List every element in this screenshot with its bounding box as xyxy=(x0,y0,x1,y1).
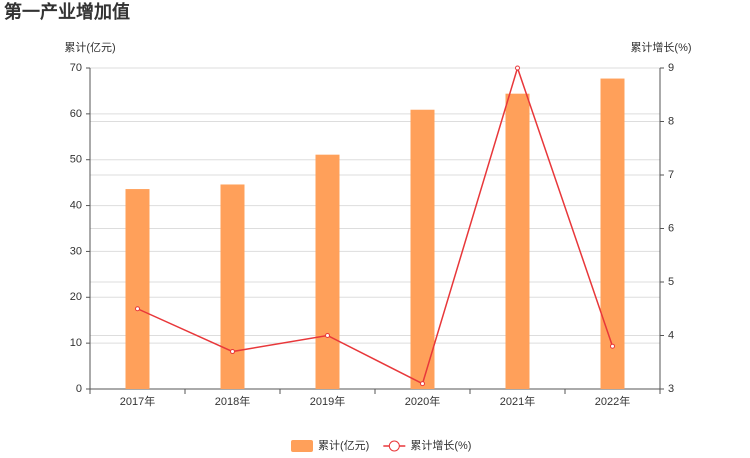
legend-label: 累计(亿元) xyxy=(318,439,369,452)
y-tick-label: 50 xyxy=(70,154,82,166)
y-tick-label: 40 xyxy=(70,199,82,211)
y-tick-label: 20 xyxy=(70,291,82,303)
line-point xyxy=(325,333,330,338)
y2-tick-label: 4 xyxy=(668,329,674,341)
y2-tick-label: 7 xyxy=(668,169,674,181)
bar xyxy=(125,189,150,389)
y2-tick-label: 8 xyxy=(668,115,674,127)
y2-tick-label: 9 xyxy=(668,62,674,74)
x-tick-label: 2022年 xyxy=(595,394,630,408)
y2-tick-label: 5 xyxy=(668,276,674,288)
y2-tick-label: 6 xyxy=(668,222,674,234)
line xyxy=(137,65,614,385)
y-tick-label: 0 xyxy=(76,383,82,395)
x-tick-label: 2018年 xyxy=(215,394,250,408)
x-tick-label: 2019年 xyxy=(310,394,345,408)
x-tick-label: 2020年 xyxy=(405,394,440,408)
line-point xyxy=(610,343,615,349)
line-point xyxy=(515,65,520,71)
y-tick-label: 70 xyxy=(70,62,82,74)
y2-tick-label: 3 xyxy=(668,383,674,395)
line-point xyxy=(135,306,140,312)
bar xyxy=(505,93,530,390)
legend-swatch xyxy=(291,440,313,452)
x-tick-label: 2021年 xyxy=(500,394,535,408)
y-axis-title: 累计(亿元) xyxy=(64,41,115,54)
y-tick-label: 30 xyxy=(70,245,82,257)
line-point xyxy=(230,349,235,355)
chart-title: 第一产业增加值 xyxy=(4,1,130,22)
bar xyxy=(410,109,435,389)
x-tick-label: 2017年 xyxy=(120,394,155,408)
legend-label: 累计增长(%) xyxy=(410,438,471,452)
legend-swatch xyxy=(388,440,400,452)
y2-axis-title: 累计增长(%) xyxy=(630,40,691,54)
line-point xyxy=(420,381,425,387)
y-tick-label: 60 xyxy=(70,108,82,120)
bar xyxy=(315,154,340,389)
bar xyxy=(220,184,245,389)
y-tick-label: 10 xyxy=(70,337,82,349)
bar xyxy=(600,78,625,389)
